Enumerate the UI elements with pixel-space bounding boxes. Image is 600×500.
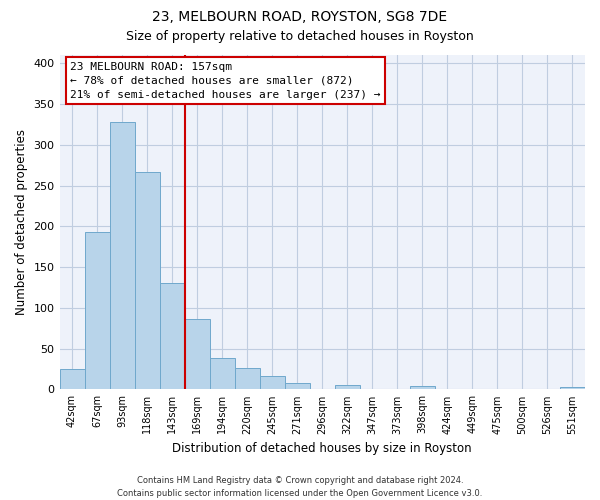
Bar (410, 386, 435, 390)
Bar (285, 383, 310, 390)
Text: Size of property relative to detached houses in Royston: Size of property relative to detached ho… (126, 30, 474, 43)
Bar (260, 376, 285, 390)
Text: 23 MELBOURN ROAD: 157sqm
← 78% of detached houses are smaller (872)
21% of semi-: 23 MELBOURN ROAD: 157sqm ← 78% of detach… (70, 62, 380, 100)
Bar (335, 386, 360, 390)
Bar (235, 368, 260, 390)
Text: 23, MELBOURN ROAD, ROYSTON, SG8 7DE: 23, MELBOURN ROAD, ROYSTON, SG8 7DE (152, 10, 448, 24)
Bar (59, 369, 85, 390)
Bar (185, 320, 209, 390)
Bar (110, 122, 134, 390)
Bar (160, 284, 185, 390)
Text: Contains HM Land Registry data © Crown copyright and database right 2024.
Contai: Contains HM Land Registry data © Crown c… (118, 476, 482, 498)
Y-axis label: Number of detached properties: Number of detached properties (15, 129, 28, 315)
X-axis label: Distribution of detached houses by size in Royston: Distribution of detached houses by size … (172, 442, 472, 455)
Bar (560, 387, 585, 390)
Bar (209, 358, 235, 390)
Bar (85, 232, 110, 390)
Bar (134, 172, 160, 390)
